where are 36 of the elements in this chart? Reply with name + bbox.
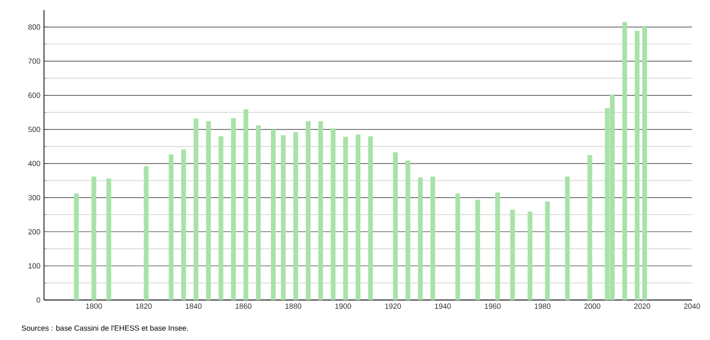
bar [244,109,248,300]
bar [642,26,648,300]
bar [218,136,224,300]
bar [430,176,436,300]
bar [634,30,640,300]
bar [475,200,480,300]
bar [356,134,360,300]
bar [91,176,96,300]
bar [368,136,373,300]
bar [280,135,286,300]
bar [144,166,149,300]
bar [206,121,211,300]
bar [270,129,276,300]
bar [330,128,336,300]
bar [418,178,423,300]
bar [565,176,570,300]
bar [406,160,410,300]
bar [181,150,186,300]
bar [194,118,198,300]
bar [510,210,515,300]
bar [306,121,311,300]
bar [318,121,324,300]
bar [106,178,112,300]
bar [455,194,460,300]
bar [343,136,348,300]
bar [545,201,550,300]
bar [256,125,261,300]
bar [293,132,298,300]
bar [231,118,236,300]
bar [495,192,500,300]
bar [528,212,532,300]
bar [622,22,628,300]
bar [74,194,79,300]
bar [393,152,398,300]
bar [587,155,592,300]
bar [168,154,174,300]
